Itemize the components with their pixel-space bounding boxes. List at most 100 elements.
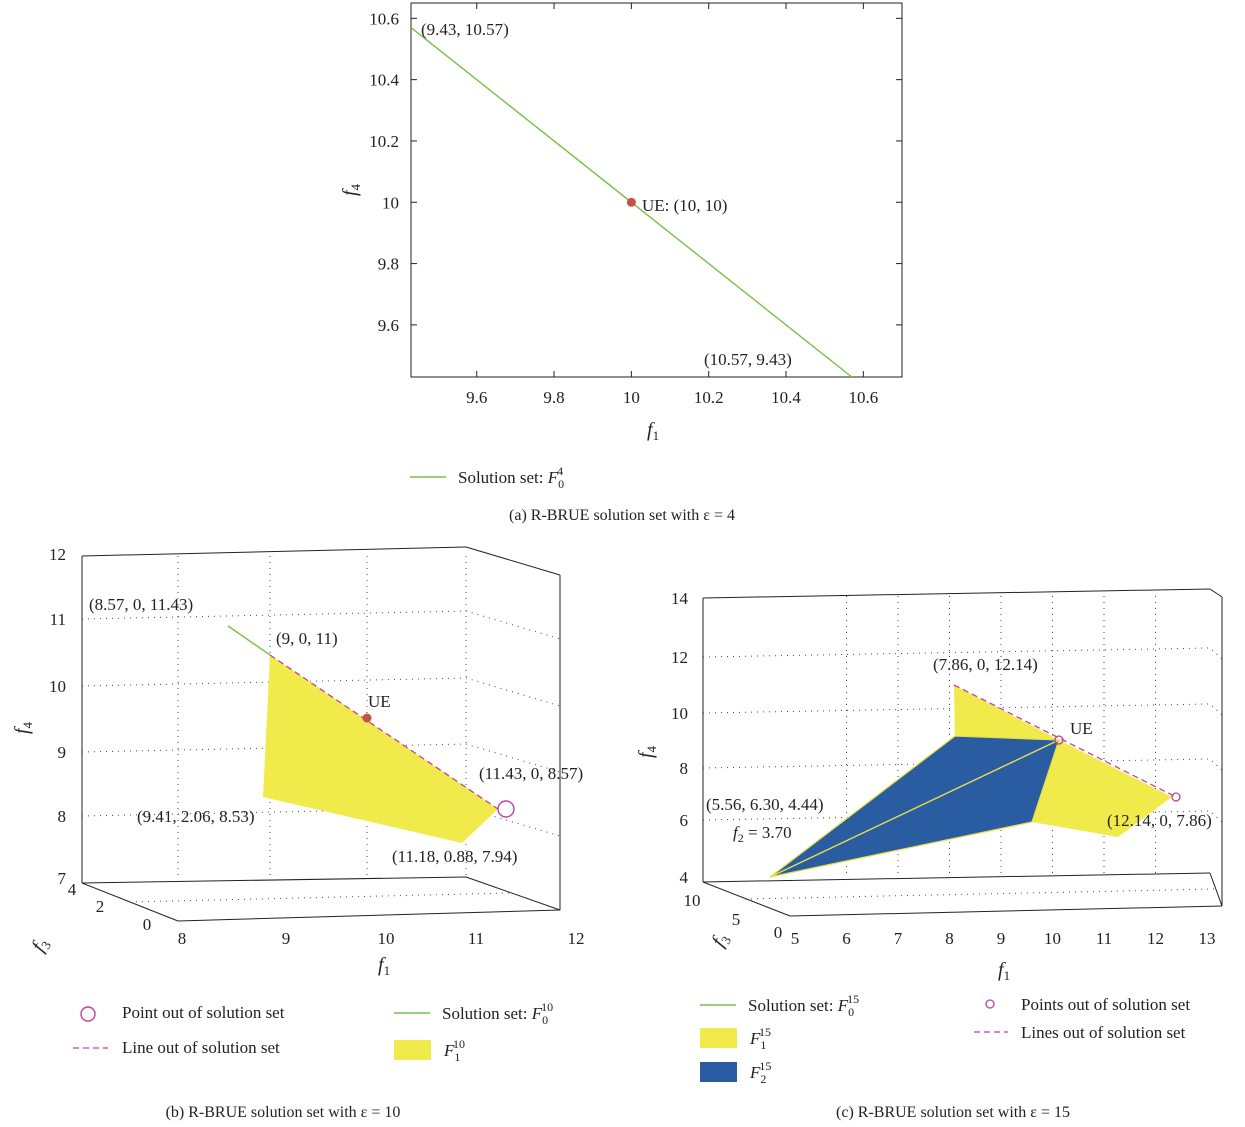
axis-floor-back-b — [81, 876, 467, 884]
axis-floor-back-c — [702, 872, 1211, 883]
ytick-label-c: 10 — [671, 704, 688, 723]
surface-f1-upper-c — [954, 685, 1059, 740]
axis-floor-right-b — [465, 876, 561, 911]
tick-labels-b: 7 8 9 10 11 12 8 9 10 11 12 0 24 — [49, 545, 585, 948]
axis-back-top-c — [702, 588, 1211, 599]
ytick-label-c: 4 — [680, 868, 689, 887]
annotation-c-1: (7.86, 0, 12.14) — [933, 655, 1038, 674]
xlabel-a: f1 — [647, 419, 659, 443]
plot-frame-a — [410, 2, 903, 378]
xtick-label-c: 8 — [945, 929, 954, 948]
annotation-a-bottom: (10.57, 9.43) — [704, 350, 792, 369]
ylabel-b: f4 — [11, 721, 35, 734]
ytick-label-a: 10.6 — [369, 9, 399, 28]
xtick-label-a: 10.4 — [771, 388, 801, 407]
legend-label-solution-c: Solution set: F015 — [748, 992, 859, 1019]
zlabel-b: f3 — [27, 934, 54, 956]
legend-label-points-out-c: Points out of solution set — [1021, 995, 1190, 1014]
legend-label-f2-c: F215 — [749, 1059, 771, 1086]
xtick-label-c: 7 — [894, 929, 903, 948]
ytick-label-b: 11 — [50, 610, 66, 629]
surface-f1-b — [263, 655, 498, 843]
xtick-label-c: 12 — [1147, 929, 1164, 948]
xtick-label-a: 9.6 — [466, 388, 487, 407]
ytick-label-a: 10.4 — [369, 71, 399, 90]
xtick-label-b: 8 — [178, 929, 187, 948]
ytick-label-c: 12 — [671, 648, 688, 667]
ue-point-c — [1054, 735, 1064, 745]
xtick-label-b: 11 — [468, 929, 484, 948]
ytick-label-b: 10 — [49, 677, 66, 696]
legend-points-out-icon-c — [985, 999, 995, 1009]
annotation-c-2: (5.56, 6.30, 4.44) — [706, 795, 824, 814]
ytick-label-b: 7 — [58, 869, 67, 888]
xlabel-c: f1 — [998, 959, 1010, 983]
solution-line-b — [227, 625, 271, 656]
annotation-b-2: (9, 0, 11) — [276, 629, 338, 648]
legend-label-solution-b: Solution set: F010 — [442, 1000, 553, 1027]
annotation-b-5: (11.18, 0.88, 7.94) — [392, 847, 517, 866]
ytick-label-b: 8 — [58, 807, 67, 826]
ylabel-a: f4 — [339, 183, 363, 196]
xtick-label-a: 10.6 — [848, 388, 878, 407]
annotation-a-top: (9.43, 10.57) — [421, 20, 509, 39]
ylabel-c: f4 — [635, 745, 659, 758]
panel-b: 7 8 9 10 11 12 8 9 10 11 12 0 24 (8.57, 0, 11.43) (9… — [11, 545, 585, 1121]
legend-label-f1-b: F110 — [443, 1037, 465, 1064]
annotation-b-3: (11.43, 0, 8.57) — [479, 764, 583, 783]
xtick-label-c: 5 — [791, 929, 800, 948]
ytick-label-c: 6 — [680, 811, 689, 830]
axis-ticks-a — [411, 3, 902, 377]
legend-label-line-out-b: Line out of solution set — [122, 1038, 280, 1057]
xtick-label-a: 10.2 — [694, 388, 724, 407]
ue-point-a — [626, 197, 636, 207]
surface-f1-right-c — [1032, 740, 1172, 837]
axis-right-top-c — [1209, 588, 1223, 598]
axis-back-top-b — [81, 546, 467, 557]
annotation-c-ue: UE — [1070, 719, 1093, 738]
ytick-label-c: 14 — [671, 589, 689, 608]
legend-label-f1-c: F115 — [749, 1025, 771, 1052]
ytick-label-a: 10 — [382, 193, 399, 212]
xtick-label-b: 9 — [282, 929, 291, 948]
xlabel-b: f1 — [378, 954, 390, 978]
axis-floor-front-b — [177, 909, 561, 922]
ztick-label-c: 5 — [732, 910, 741, 929]
solution-line-c — [769, 739, 1060, 878]
xtick-label-b: 10 — [378, 929, 395, 948]
annotation-c-3: (12.14, 0, 7.86) — [1107, 811, 1212, 830]
annotation-a-ue: UE: (10, 10) — [642, 196, 727, 215]
zlabel-c: f3 — [707, 929, 734, 951]
axis-floor-right-c — [1209, 872, 1223, 907]
caption-b: (b) R-BRUE solution set with ε = 10 — [166, 1104, 401, 1121]
grid-y-b — [81, 677, 561, 707]
panel-a: 9.6 9.8 10 10.2 10.4 10.6 9.6 9.8 10 10.2 10.4 10.6… — [339, 2, 903, 524]
xtick-label-a: 9.8 — [543, 388, 564, 407]
legend-f1-icon-c — [700, 1028, 737, 1048]
caption-a: (a) R-BRUE solution set with ε = 4 — [509, 507, 735, 524]
ytick-label-a: 9.6 — [378, 316, 399, 335]
ztick-label-b: 4 — [68, 880, 77, 899]
ztick-label-c: 0 — [774, 923, 783, 942]
xtick-label-c: 13 — [1199, 929, 1216, 948]
axis-floor-front-c — [789, 905, 1223, 917]
xtick-label-c: 9 — [997, 929, 1006, 948]
ytick-label-b: 12 — [49, 545, 66, 564]
annotation-b-4: (9.41, 2.06, 8.53) — [137, 807, 255, 826]
out-line-b — [269, 654, 499, 810]
ztick-label-b: 2 — [96, 897, 105, 916]
ytick-label-b: 9 — [58, 743, 67, 762]
out-line-c — [953, 684, 1177, 798]
xtick-label-b: 12 — [568, 929, 585, 948]
legend-point-out-icon-b — [80, 1006, 96, 1022]
caption-c: (c) R-BRUE solution set with ε = 15 — [836, 1104, 1070, 1121]
grid-floor-c — [744, 888, 1216, 900]
out-point-c — [1171, 792, 1181, 802]
tick-labels-a: 9.6 9.8 10 10.2 10.4 10.6 9.6 9.8 10 10.2 10.4 10.6 — [369, 9, 878, 407]
xtick-label-c: 10 — [1044, 929, 1061, 948]
ytick-label-a: 10.2 — [369, 132, 399, 151]
annotation-b-ue: UE — [368, 692, 391, 711]
